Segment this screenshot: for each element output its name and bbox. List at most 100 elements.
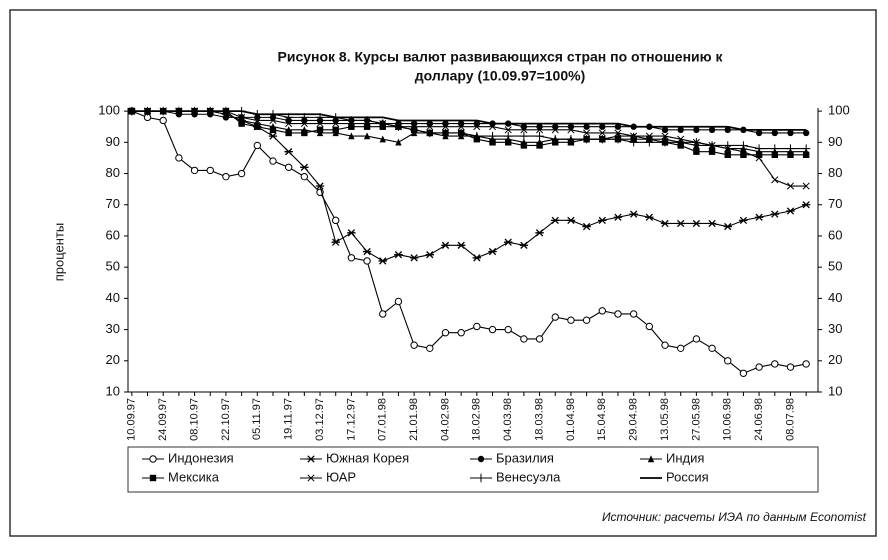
marker <box>770 144 779 153</box>
marker <box>566 216 576 225</box>
marker <box>583 129 591 137</box>
marker <box>285 129 292 137</box>
marker <box>614 310 622 318</box>
y2-tick-label: 50 <box>828 259 842 274</box>
marker <box>441 123 450 131</box>
marker <box>692 138 701 147</box>
marker <box>739 148 747 156</box>
series-line <box>131 110 807 262</box>
marker <box>519 241 529 249</box>
marker <box>708 126 716 134</box>
marker <box>472 254 482 262</box>
marker <box>425 251 434 259</box>
marker <box>724 151 731 159</box>
marker <box>394 251 403 259</box>
marker <box>739 369 748 377</box>
marker <box>331 238 340 246</box>
marker <box>159 116 167 125</box>
marker <box>347 254 356 262</box>
marker <box>645 132 653 140</box>
marker <box>645 322 654 331</box>
frame <box>9 9 877 537</box>
y-tick-label: 60 <box>106 227 120 242</box>
marker <box>583 123 590 130</box>
marker <box>693 126 700 134</box>
marker <box>284 148 293 156</box>
marker <box>306 455 316 463</box>
marker <box>426 344 434 353</box>
marker <box>786 182 795 190</box>
marker <box>300 172 309 181</box>
marker <box>378 119 387 128</box>
marker <box>489 139 496 146</box>
marker <box>348 123 355 130</box>
y-axis-label: проценты <box>51 223 66 282</box>
marker <box>677 126 684 134</box>
marker <box>175 154 183 162</box>
y2-tick-label: 80 <box>828 165 842 180</box>
marker <box>551 135 560 144</box>
marker <box>661 132 669 140</box>
legend-label: Индонезия <box>168 450 234 465</box>
x-tick-label: 10.06.98 <box>722 398 734 441</box>
legend-label: Южная Корея <box>326 450 409 465</box>
y2-tick-label: 30 <box>828 321 842 336</box>
marker <box>362 247 372 256</box>
marker <box>754 213 764 221</box>
y-tick-label: 20 <box>106 352 120 367</box>
y-tick-label: 100 <box>98 103 120 118</box>
marker <box>253 141 261 150</box>
marker <box>426 123 434 131</box>
marker <box>535 229 544 237</box>
y-tick-label: 70 <box>106 196 120 211</box>
marker <box>504 126 512 134</box>
marker <box>582 316 591 324</box>
marker <box>770 210 779 218</box>
marker <box>441 128 450 138</box>
marker <box>723 141 732 150</box>
marker <box>441 241 450 249</box>
marker <box>300 120 308 128</box>
marker <box>677 344 685 353</box>
marker <box>647 455 655 463</box>
y-tick-label: 40 <box>106 290 120 305</box>
marker <box>692 335 701 343</box>
chart-title: доллару (10.09.97=100%) <box>415 68 586 84</box>
marker <box>802 182 810 190</box>
x-tick-label: 15.04.98 <box>596 398 608 441</box>
marker <box>269 116 277 125</box>
y2-tick-label: 100 <box>828 103 850 118</box>
marker <box>269 126 277 134</box>
x-tick-label: 03.12.97 <box>314 398 326 441</box>
legend-label: Мексика <box>168 469 220 484</box>
marker <box>253 116 261 125</box>
marker <box>801 144 811 153</box>
marker <box>801 201 811 209</box>
marker <box>441 329 450 337</box>
marker <box>629 210 638 218</box>
marker <box>567 126 575 134</box>
marker <box>409 125 419 135</box>
marker <box>316 120 324 128</box>
marker <box>614 123 622 130</box>
marker <box>395 138 402 146</box>
marker <box>190 166 199 175</box>
marker <box>473 322 481 331</box>
marker <box>771 360 779 368</box>
marker <box>477 455 485 463</box>
marker <box>476 473 486 483</box>
marker <box>332 216 340 225</box>
marker <box>301 129 308 137</box>
marker <box>598 216 607 225</box>
y2-tick-label: 20 <box>828 352 842 367</box>
x-tick-label: 18.03.98 <box>533 398 545 441</box>
marker <box>520 335 528 343</box>
marker <box>693 148 700 155</box>
marker <box>771 129 778 137</box>
marker <box>332 120 340 128</box>
marker <box>724 126 731 134</box>
marker <box>300 163 309 171</box>
x-tick-label: 04.03.98 <box>502 398 514 441</box>
marker <box>535 131 544 141</box>
marker <box>457 123 465 131</box>
